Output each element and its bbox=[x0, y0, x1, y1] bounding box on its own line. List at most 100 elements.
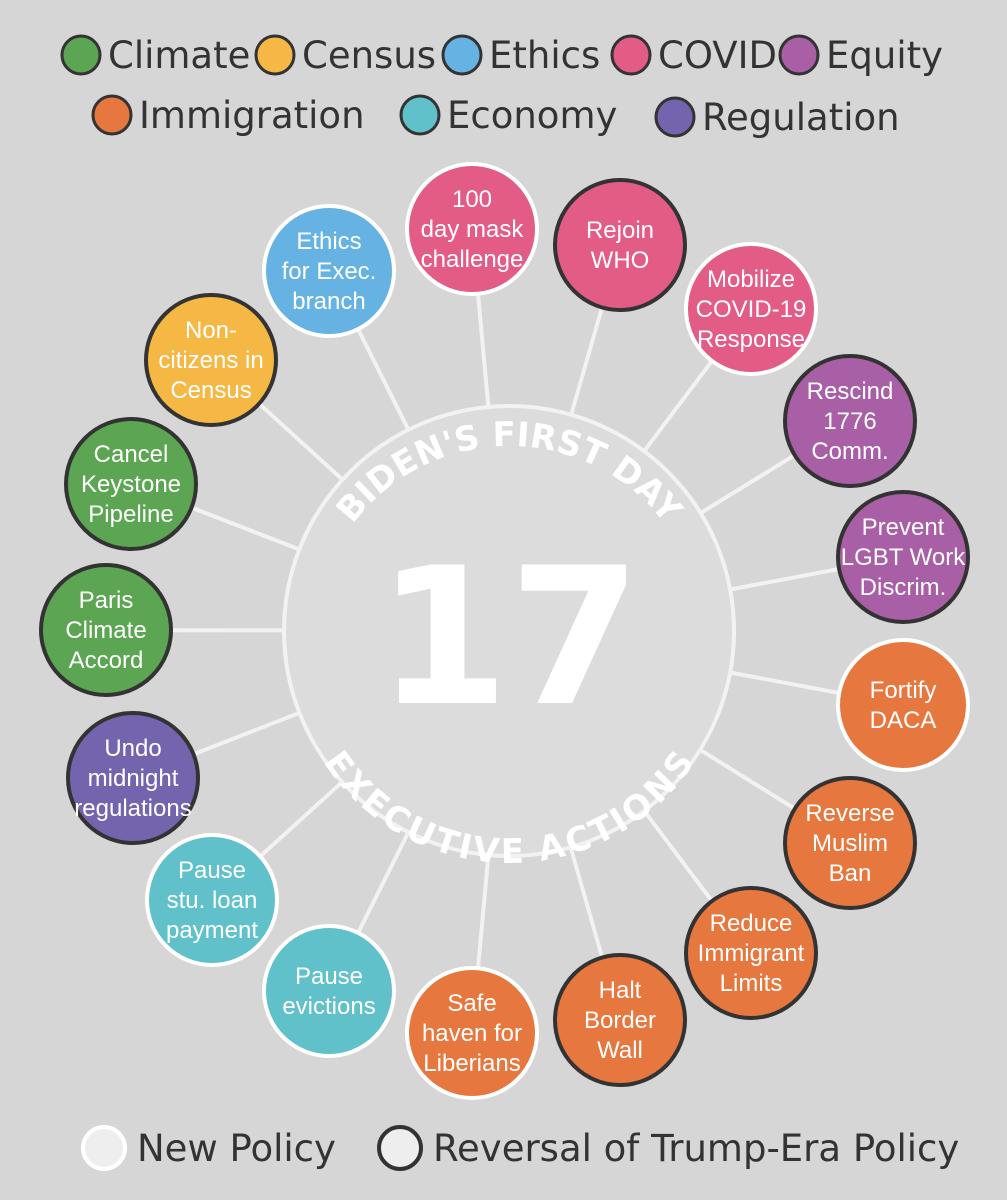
action-node-evictions: Pause evictions bbox=[262, 924, 396, 1058]
action-label-ethics-2: for Exec. bbox=[282, 258, 377, 285]
action-circle-keystone bbox=[64, 417, 198, 551]
legend-item-economy: Economy bbox=[399, 94, 617, 137]
legend-item-climate: Climate bbox=[60, 34, 250, 77]
legend-label-climate: Climate bbox=[108, 34, 250, 77]
action-circle-1776 bbox=[783, 354, 917, 488]
action-node-lgbt: Prevent LGBT Work Discrim. bbox=[836, 490, 970, 624]
legend-item-regulation: Regulation bbox=[654, 96, 900, 139]
spoke-who bbox=[569, 306, 604, 416]
action-label-daca-1: Fortify bbox=[870, 677, 937, 704]
action-circle-border-wall bbox=[553, 953, 687, 1087]
spokes bbox=[170, 293, 840, 969]
action-circle-mask bbox=[405, 162, 539, 296]
action-circle-census bbox=[144, 293, 278, 427]
action-label-midnight-regs-1: Undo bbox=[104, 735, 161, 762]
action-label-lgbt-1: Prevent bbox=[862, 514, 945, 541]
action-label-ethics-1: Ethics bbox=[296, 228, 361, 255]
action-circle-who bbox=[553, 178, 687, 312]
legend-item-ethics: Ethics bbox=[441, 34, 600, 77]
action-circle-muslim-ban bbox=[783, 776, 917, 910]
action-circle-lgbt bbox=[836, 490, 970, 624]
action-label-daca-2: DACA bbox=[870, 707, 937, 734]
action-circle-paris bbox=[39, 563, 173, 697]
spoke-1776 bbox=[699, 453, 796, 515]
legend-swatch-reversal-policy bbox=[377, 1125, 423, 1171]
action-nodes: 100 day mask challenge Rejoin WHO Mobilize COV… bbox=[39, 162, 970, 1100]
action-label-mask-2: day mask bbox=[421, 216, 525, 243]
action-circle-daca bbox=[836, 638, 970, 772]
action-label-immigrant-limits-1: Reduce bbox=[710, 910, 793, 937]
action-node-covid-response: Mobilize COVID-19 Response bbox=[684, 242, 818, 376]
legend-swatch-covid bbox=[610, 34, 652, 76]
legend-swatch-economy bbox=[399, 94, 441, 136]
legend-label-reversal-policy: Reversal of Trump-Era Policy bbox=[433, 1127, 959, 1170]
spoke-census bbox=[257, 402, 344, 482]
legend-label-census: Census bbox=[302, 34, 436, 77]
action-label-paris-3: Accord bbox=[69, 647, 144, 674]
action-node-paris: Paris Climate Accord bbox=[39, 563, 173, 697]
action-label-ethics-3: branch bbox=[292, 288, 365, 315]
action-node-muslim-ban: Reverse Muslim Ban bbox=[783, 776, 917, 910]
action-label-paris-2: Climate bbox=[65, 617, 146, 644]
action-circle-immigrant-limits bbox=[684, 886, 818, 1020]
action-node-mask: 100 day mask challenge bbox=[405, 162, 539, 296]
legend-label-covid: COVID bbox=[658, 34, 777, 77]
action-circle-evictions bbox=[262, 924, 396, 1058]
action-node-keystone: Cancel Keystone Pipeline bbox=[64, 417, 198, 551]
legend-label-regulation: Regulation bbox=[702, 96, 900, 139]
action-label-muslim-ban-3: Ban bbox=[829, 860, 872, 887]
spoke-immigrant-limits bbox=[642, 809, 714, 903]
action-label-1776-1: Rescind bbox=[807, 378, 894, 405]
action-label-student-loans-1: Pause bbox=[178, 857, 246, 884]
action-label-evictions-1: Pause bbox=[295, 963, 363, 990]
action-label-1776-3: Comm. bbox=[811, 438, 888, 465]
action-label-census-3: Census bbox=[170, 377, 251, 404]
action-label-census-1: Non- bbox=[185, 317, 237, 344]
hub-number: 17 bbox=[377, 527, 641, 748]
action-node-liberians: Safe haven for Liberians bbox=[405, 966, 539, 1100]
spoke-evictions bbox=[356, 831, 411, 934]
action-label-liberians-1: Safe bbox=[447, 990, 496, 1017]
action-node-immigrant-limits: Reduce Immigrant Limits bbox=[684, 886, 818, 1020]
legend-swatch-regulation bbox=[654, 96, 696, 138]
center-hub: BIDEN'S FIRST DAY 17 EXECUTIVE ACTIONS bbox=[282, 404, 736, 872]
action-label-mask-1: 100 bbox=[452, 186, 492, 213]
action-node-daca: Fortify DACA bbox=[836, 638, 970, 772]
action-node-census: Non-citizens in Census bbox=[144, 293, 278, 427]
spoke-covid-response bbox=[642, 359, 714, 453]
action-label-border-wall-2: Border bbox=[584, 1007, 656, 1034]
action-label-keystone-2: Keystone bbox=[81, 471, 181, 498]
legend-swatch-ethics bbox=[441, 34, 483, 76]
spoke-muslim-ban bbox=[699, 748, 796, 811]
legend-item-covid: COVID bbox=[610, 34, 777, 77]
action-circle-midnight-regs bbox=[66, 711, 200, 845]
action-label-covid-response-3: Response bbox=[697, 326, 805, 353]
spoke-mask bbox=[476, 293, 491, 408]
legend-item-new-policy: New Policy bbox=[81, 1125, 336, 1171]
action-label-1776-2: 1776 bbox=[823, 408, 876, 435]
action-label-midnight-regs-2: midnight bbox=[88, 765, 179, 792]
action-label-muslim-ban-1: Reverse bbox=[805, 800, 894, 827]
legend-item-equity: Equity bbox=[778, 34, 943, 77]
action-label-liberians-2: haven for bbox=[422, 1020, 522, 1047]
action-node-border-wall: Halt Border Wall bbox=[553, 953, 687, 1087]
spoke-keystone bbox=[190, 505, 301, 552]
spoke-midnight-regs bbox=[192, 711, 301, 757]
action-label-border-wall-1: Halt bbox=[599, 977, 642, 1004]
action-label-muslim-ban-2: Muslim bbox=[812, 830, 888, 857]
action-label-census-2: citizens in bbox=[158, 347, 263, 374]
action-label-immigrant-limits-3: Limits bbox=[720, 970, 783, 997]
action-label-keystone-3: Pipeline bbox=[88, 501, 173, 528]
action-label-paris-1: Paris bbox=[79, 587, 134, 614]
spoke-student-loans bbox=[258, 780, 344, 858]
legend-item-immigration: Immigration bbox=[91, 94, 365, 137]
legend-label-ethics: Ethics bbox=[489, 34, 600, 77]
legend-label-immigration: Immigration bbox=[139, 94, 365, 137]
legend-swatch-equity bbox=[778, 34, 820, 76]
legend-item-reversal-policy: Reversal of Trump-Era Policy bbox=[377, 1125, 959, 1171]
action-circle-liberians bbox=[405, 966, 539, 1100]
action-label-covid-response-2: COVID-19 bbox=[696, 296, 807, 323]
legend-item-census: Census bbox=[254, 34, 436, 77]
spoke-border-wall bbox=[568, 846, 605, 959]
